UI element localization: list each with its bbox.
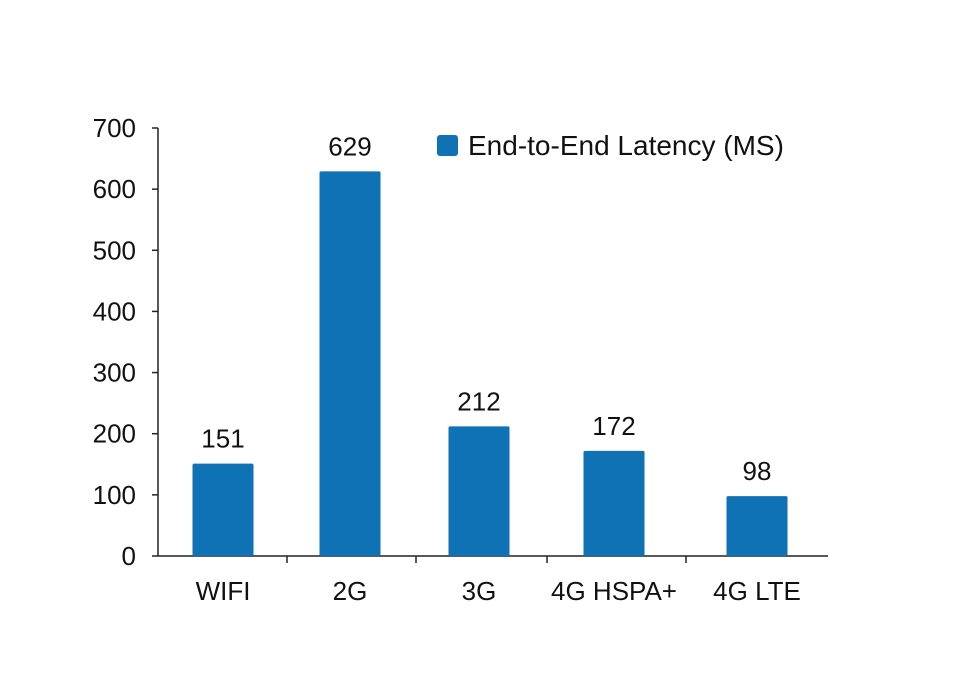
bar-3g [448,426,510,556]
legend-swatch [437,135,458,156]
data-label: 212 [457,386,500,416]
category-label: WIFI [196,576,251,606]
category-label: 4G LTE [713,576,801,606]
category-labels-group: WIFI 2G 3G 4G HSPA+ 4G LTE [196,576,801,606]
bar-4g-hspa [583,450,645,556]
legend-label: End-to-End Latency (MS) [468,130,784,161]
bar-4g-lte [726,496,788,556]
y-tick-label: 400 [93,296,136,326]
category-label: 2G [333,576,368,606]
y-tick-label: 0 [122,541,136,571]
y-tick-label: 700 [93,113,136,143]
x-axis-ticks [286,556,687,563]
data-label: 98 [743,456,772,486]
legend: End-to-End Latency (MS) [437,130,784,161]
data-label: 151 [201,424,244,454]
bars-group [192,171,788,556]
y-tick-label: 300 [93,358,136,388]
y-tick-label: 500 [93,235,136,265]
data-labels-group: 151 629 212 172 98 [201,131,771,486]
y-tick-label: 100 [93,480,136,510]
data-label: 629 [328,131,371,161]
data-label: 172 [592,411,635,441]
bar-wifi [192,463,254,556]
category-label: 3G [462,576,497,606]
y-tick-label: 200 [93,419,136,449]
bar-2g [319,171,381,556]
y-tick-label: 600 [93,174,136,204]
category-label: 4G HSPA+ [551,576,677,606]
y-axis-ticks: 0 100 200 300 400 500 600 700 [93,113,158,571]
